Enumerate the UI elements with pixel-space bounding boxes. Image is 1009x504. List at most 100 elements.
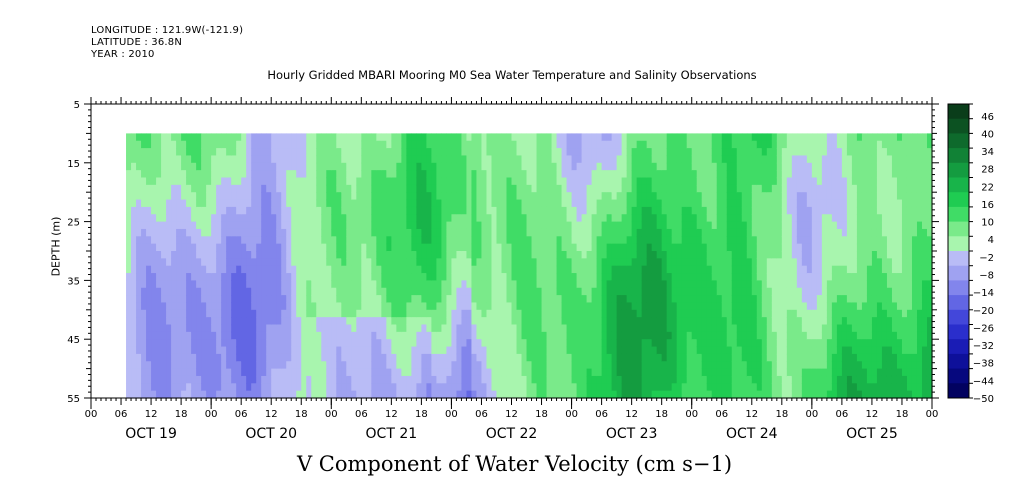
- heat-cell: [291, 243, 297, 252]
- heat-cell: [681, 280, 688, 289]
- heat-cell: [231, 236, 237, 245]
- heat-cell: [716, 148, 723, 157]
- heat-cell: [181, 375, 187, 384]
- heat-cell: [611, 339, 618, 348]
- heat-cell: [291, 228, 297, 237]
- heat-cell: [451, 155, 458, 164]
- heat-cell: [361, 206, 367, 215]
- heat-cell: [661, 162, 668, 171]
- heat-cell: [561, 251, 568, 259]
- heat-cell: [721, 324, 728, 333]
- heat-cell: [486, 309, 493, 318]
- heat-cell: [516, 192, 523, 201]
- heat-cell: [636, 331, 643, 340]
- heat-cell: [591, 390, 598, 399]
- heat-cell: [126, 295, 132, 304]
- heat-cell: [641, 258, 648, 267]
- heat-cell: [326, 353, 332, 362]
- heat-cell: [571, 221, 578, 230]
- heat-cell: [416, 177, 422, 186]
- heat-cell: [431, 287, 438, 296]
- heat-cell: [406, 214, 412, 223]
- heat-cell: [766, 287, 773, 296]
- heat-cell: [676, 346, 683, 355]
- heat-cell: [336, 170, 342, 179]
- heat-cell: [196, 155, 202, 164]
- heat-cell: [251, 317, 257, 326]
- heat-cell: [656, 243, 663, 252]
- heat-cell: [256, 214, 262, 223]
- heat-cell: [196, 251, 202, 259]
- heat-cell: [721, 155, 728, 164]
- heat-cell: [596, 383, 603, 392]
- heat-cell: [606, 148, 613, 157]
- heat-cell: [376, 177, 382, 186]
- heat-cell: [636, 302, 643, 311]
- heat-cell: [666, 346, 673, 355]
- heat-cell: [781, 353, 788, 362]
- heat-cell: [356, 155, 362, 164]
- heat-cell: [376, 309, 382, 318]
- heat-cell: [341, 390, 347, 399]
- heat-cell: [806, 390, 813, 399]
- heat-cell: [796, 214, 803, 223]
- heat-cell: [236, 184, 242, 193]
- heat-cell: [346, 251, 352, 259]
- heat-cell: [736, 214, 743, 223]
- heat-cell: [211, 375, 217, 384]
- heat-cell: [756, 155, 763, 164]
- heat-cell: [446, 251, 453, 259]
- heat-cell: [136, 280, 142, 289]
- heat-cell: [156, 309, 162, 318]
- heat-cell: [721, 228, 728, 237]
- heat-cell: [306, 361, 312, 370]
- heat-cell: [176, 184, 182, 193]
- heat-cell: [786, 361, 793, 370]
- heat-cell: [336, 317, 342, 326]
- heat-cell: [631, 199, 638, 208]
- heat-cell: [446, 243, 453, 252]
- heat-cell: [566, 162, 573, 171]
- heat-cell: [346, 177, 352, 186]
- heat-cell: [726, 368, 733, 377]
- heat-cell: [666, 353, 673, 362]
- heat-cell: [481, 236, 488, 245]
- heat-cell: [791, 295, 798, 304]
- heat-cell: [136, 361, 142, 370]
- heat-cell: [276, 140, 282, 149]
- heat-cell: [291, 251, 297, 259]
- heat-cell: [706, 243, 713, 252]
- heat-cell: [711, 206, 718, 215]
- heat-cell: [151, 390, 157, 399]
- heat-cell: [661, 265, 668, 274]
- heat-cell: [491, 383, 498, 392]
- heat-cell: [791, 140, 798, 149]
- heat-cell: [211, 243, 217, 252]
- heat-cell: [711, 280, 718, 289]
- heat-cell: [481, 243, 488, 252]
- heat-cell: [751, 206, 758, 215]
- heat-cell: [471, 162, 478, 171]
- heat-cell: [811, 228, 818, 237]
- heat-cell: [191, 353, 197, 362]
- heat-cell: [636, 228, 643, 237]
- heat-cell: [611, 287, 618, 296]
- heat-cell: [536, 192, 543, 201]
- heat-cell: [321, 148, 327, 157]
- heat-cell: [141, 368, 147, 377]
- heat-cell: [186, 295, 192, 304]
- heat-cell: [566, 280, 573, 289]
- heat-cell: [146, 339, 152, 348]
- heat-cell: [761, 346, 768, 355]
- heat-cell: [761, 331, 768, 340]
- heat-cell: [581, 295, 588, 304]
- heat-cell: [126, 375, 132, 384]
- heat-cell: [226, 199, 232, 208]
- heat-cell: [221, 177, 227, 186]
- heat-cell: [251, 192, 257, 201]
- heat-cell: [276, 265, 282, 274]
- heat-cell: [366, 324, 372, 333]
- heat-cell: [811, 317, 818, 326]
- heat-cell: [646, 361, 653, 370]
- heat-cell: [791, 324, 798, 333]
